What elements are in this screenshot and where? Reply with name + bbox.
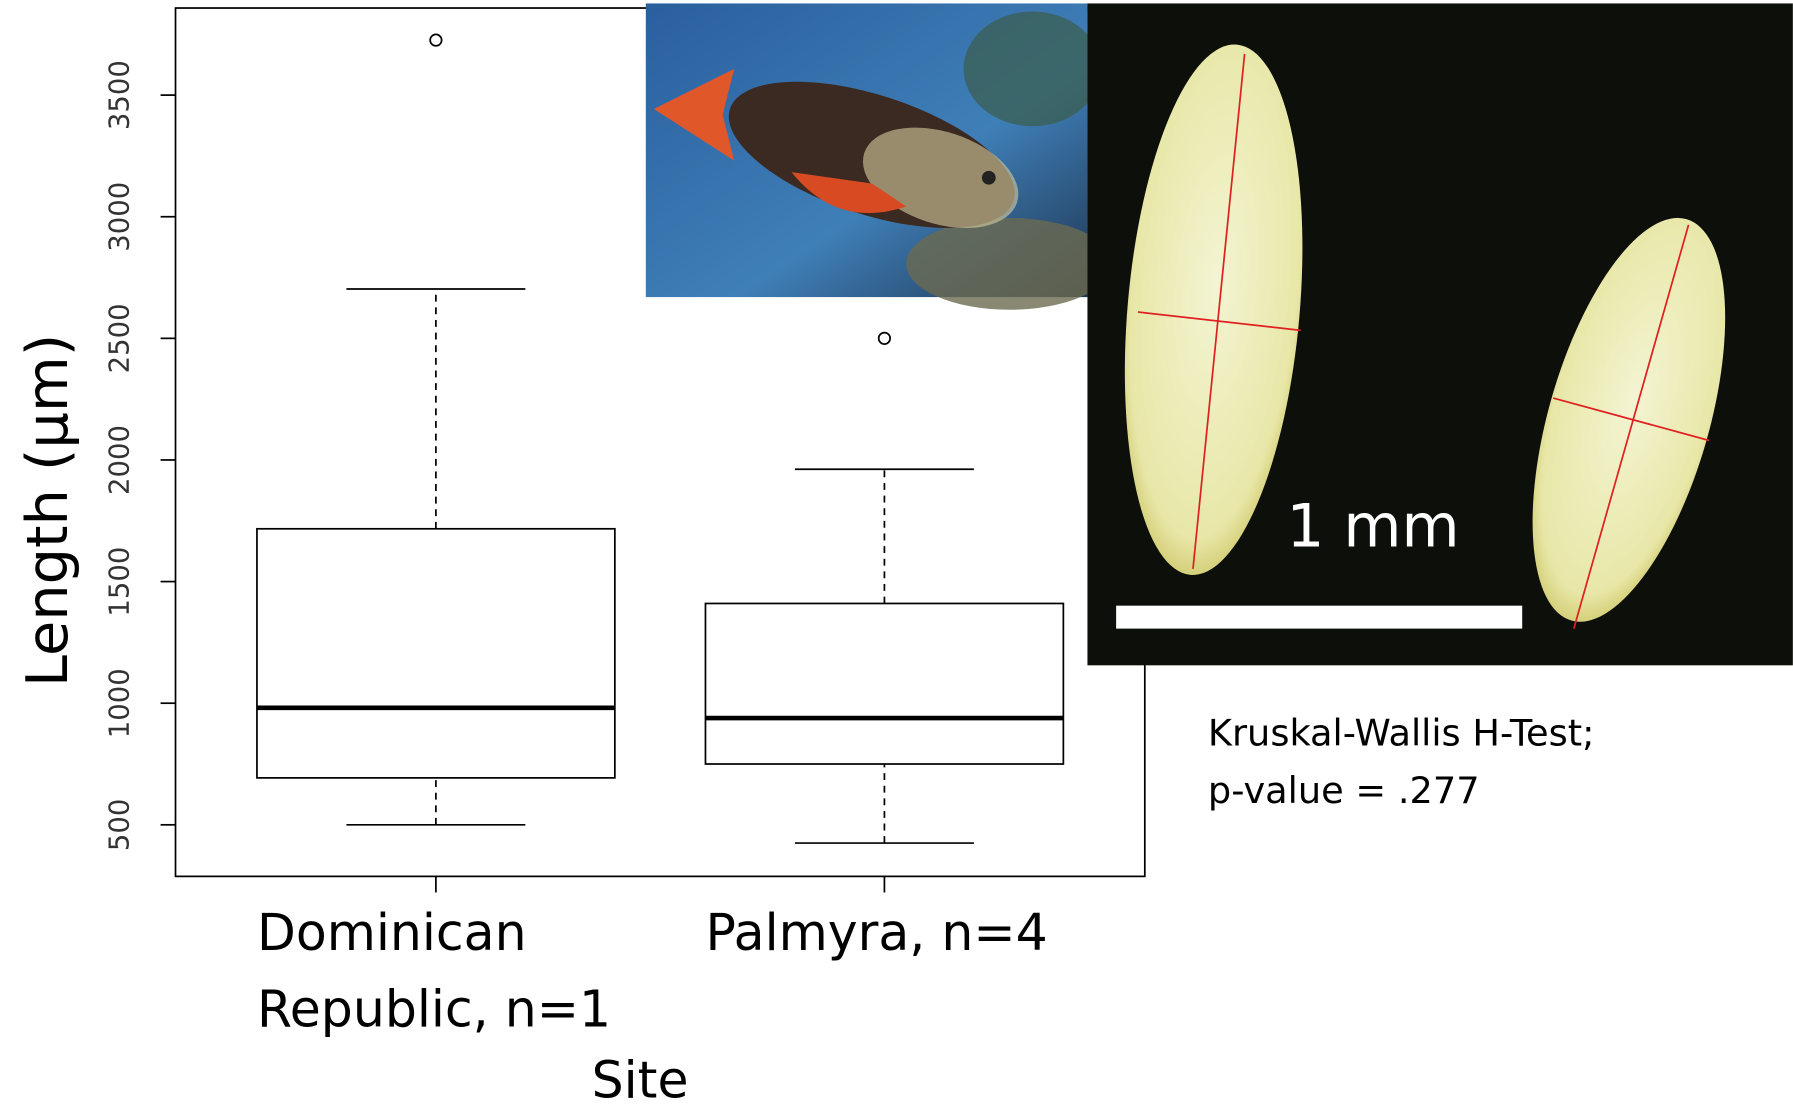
- y-tick-label: 2000: [103, 425, 135, 495]
- fish-photo: [645, 3, 1113, 310]
- y-tick-label: 3500: [103, 60, 135, 130]
- outlier: [429, 33, 443, 47]
- micrograph: 1 mm: [1087, 3, 1793, 666]
- y-tick-label: 1000: [103, 668, 135, 738]
- box: [704, 602, 1065, 765]
- y-axis-title: Length (μm): [14, 334, 81, 687]
- x-tick-label: Dominican Republic, n=1: [256, 903, 612, 1040]
- y-tick-label: 2500: [103, 303, 135, 373]
- x-tick-label: Palmyra, n=4: [705, 903, 1048, 963]
- outlier: [877, 331, 892, 345]
- x-axis-title: Site: [592, 1051, 689, 1106]
- y-tick-label: 3000: [103, 182, 135, 252]
- annotation: p-value = .277: [1207, 768, 1480, 813]
- annotation: Kruskal-Wallis H-Test;: [1207, 711, 1595, 755]
- scale-bar-label: 1 mm: [1287, 493, 1460, 562]
- y-tick-label: 500: [103, 799, 135, 852]
- y-tick-label: 1500: [103, 547, 135, 617]
- box: [256, 527, 616, 779]
